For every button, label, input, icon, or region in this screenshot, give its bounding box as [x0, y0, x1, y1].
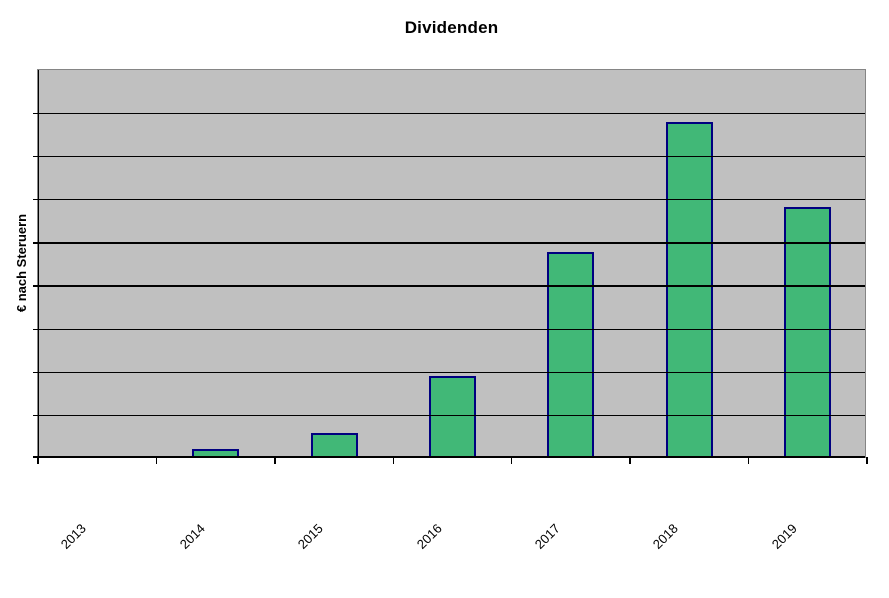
x-axis-tick: [510, 457, 513, 464]
plot-area: [33, 69, 868, 464]
bar-2017: [547, 252, 595, 457]
gridline: [38, 328, 865, 330]
x-axis-label-2018: 2018: [649, 520, 681, 552]
y-axis-tick: [33, 328, 38, 330]
y-axis-tick: [33, 242, 38, 244]
x-axis-label-2013: 2013: [57, 520, 89, 552]
x-axis-tick: [747, 457, 750, 464]
y-axis-line: [37, 70, 39, 462]
bar-2018: [665, 122, 713, 457]
x-axis-label-2019: 2019: [768, 520, 800, 552]
y-axis-tick: [33, 112, 38, 114]
x-axis-tick: [155, 457, 158, 464]
gridline: [38, 415, 865, 417]
bar-2015: [310, 433, 358, 457]
y-axis-tick: [33, 371, 38, 374]
y-axis-label: € nach Steruern: [14, 213, 29, 313]
x-axis-tick: [629, 457, 631, 464]
gridline: [38, 199, 865, 201]
x-axis-labels: 2013 2014 2015 2016 2017 2018 2019: [37, 458, 866, 568]
x-axis-label-2017: 2017: [531, 520, 563, 552]
chart-title: Dividenden: [404, 18, 499, 37]
gridline: [38, 285, 865, 287]
gridline: [38, 112, 865, 114]
y-axis-tick: [33, 415, 38, 417]
y-axis-tick: [33, 285, 38, 287]
y-axis-tick: [33, 199, 38, 201]
gridline: [38, 155, 865, 158]
gridline: [38, 371, 865, 374]
x-axis-label-2015: 2015: [294, 520, 326, 552]
x-axis-label-2016: 2016: [412, 520, 445, 552]
bar-2019: [784, 206, 832, 457]
x-axis-tick: [37, 457, 39, 464]
x-axis-tick: [866, 457, 868, 464]
x-axis-tick: [392, 457, 395, 464]
x-axis-label-2014: 2014: [176, 520, 208, 552]
y-axis-tick: [33, 155, 38, 158]
x-axis-tick: [274, 457, 276, 464]
bar-2014: [192, 448, 240, 457]
gridline: [38, 242, 865, 244]
x-axis-line: [33, 456, 865, 458]
